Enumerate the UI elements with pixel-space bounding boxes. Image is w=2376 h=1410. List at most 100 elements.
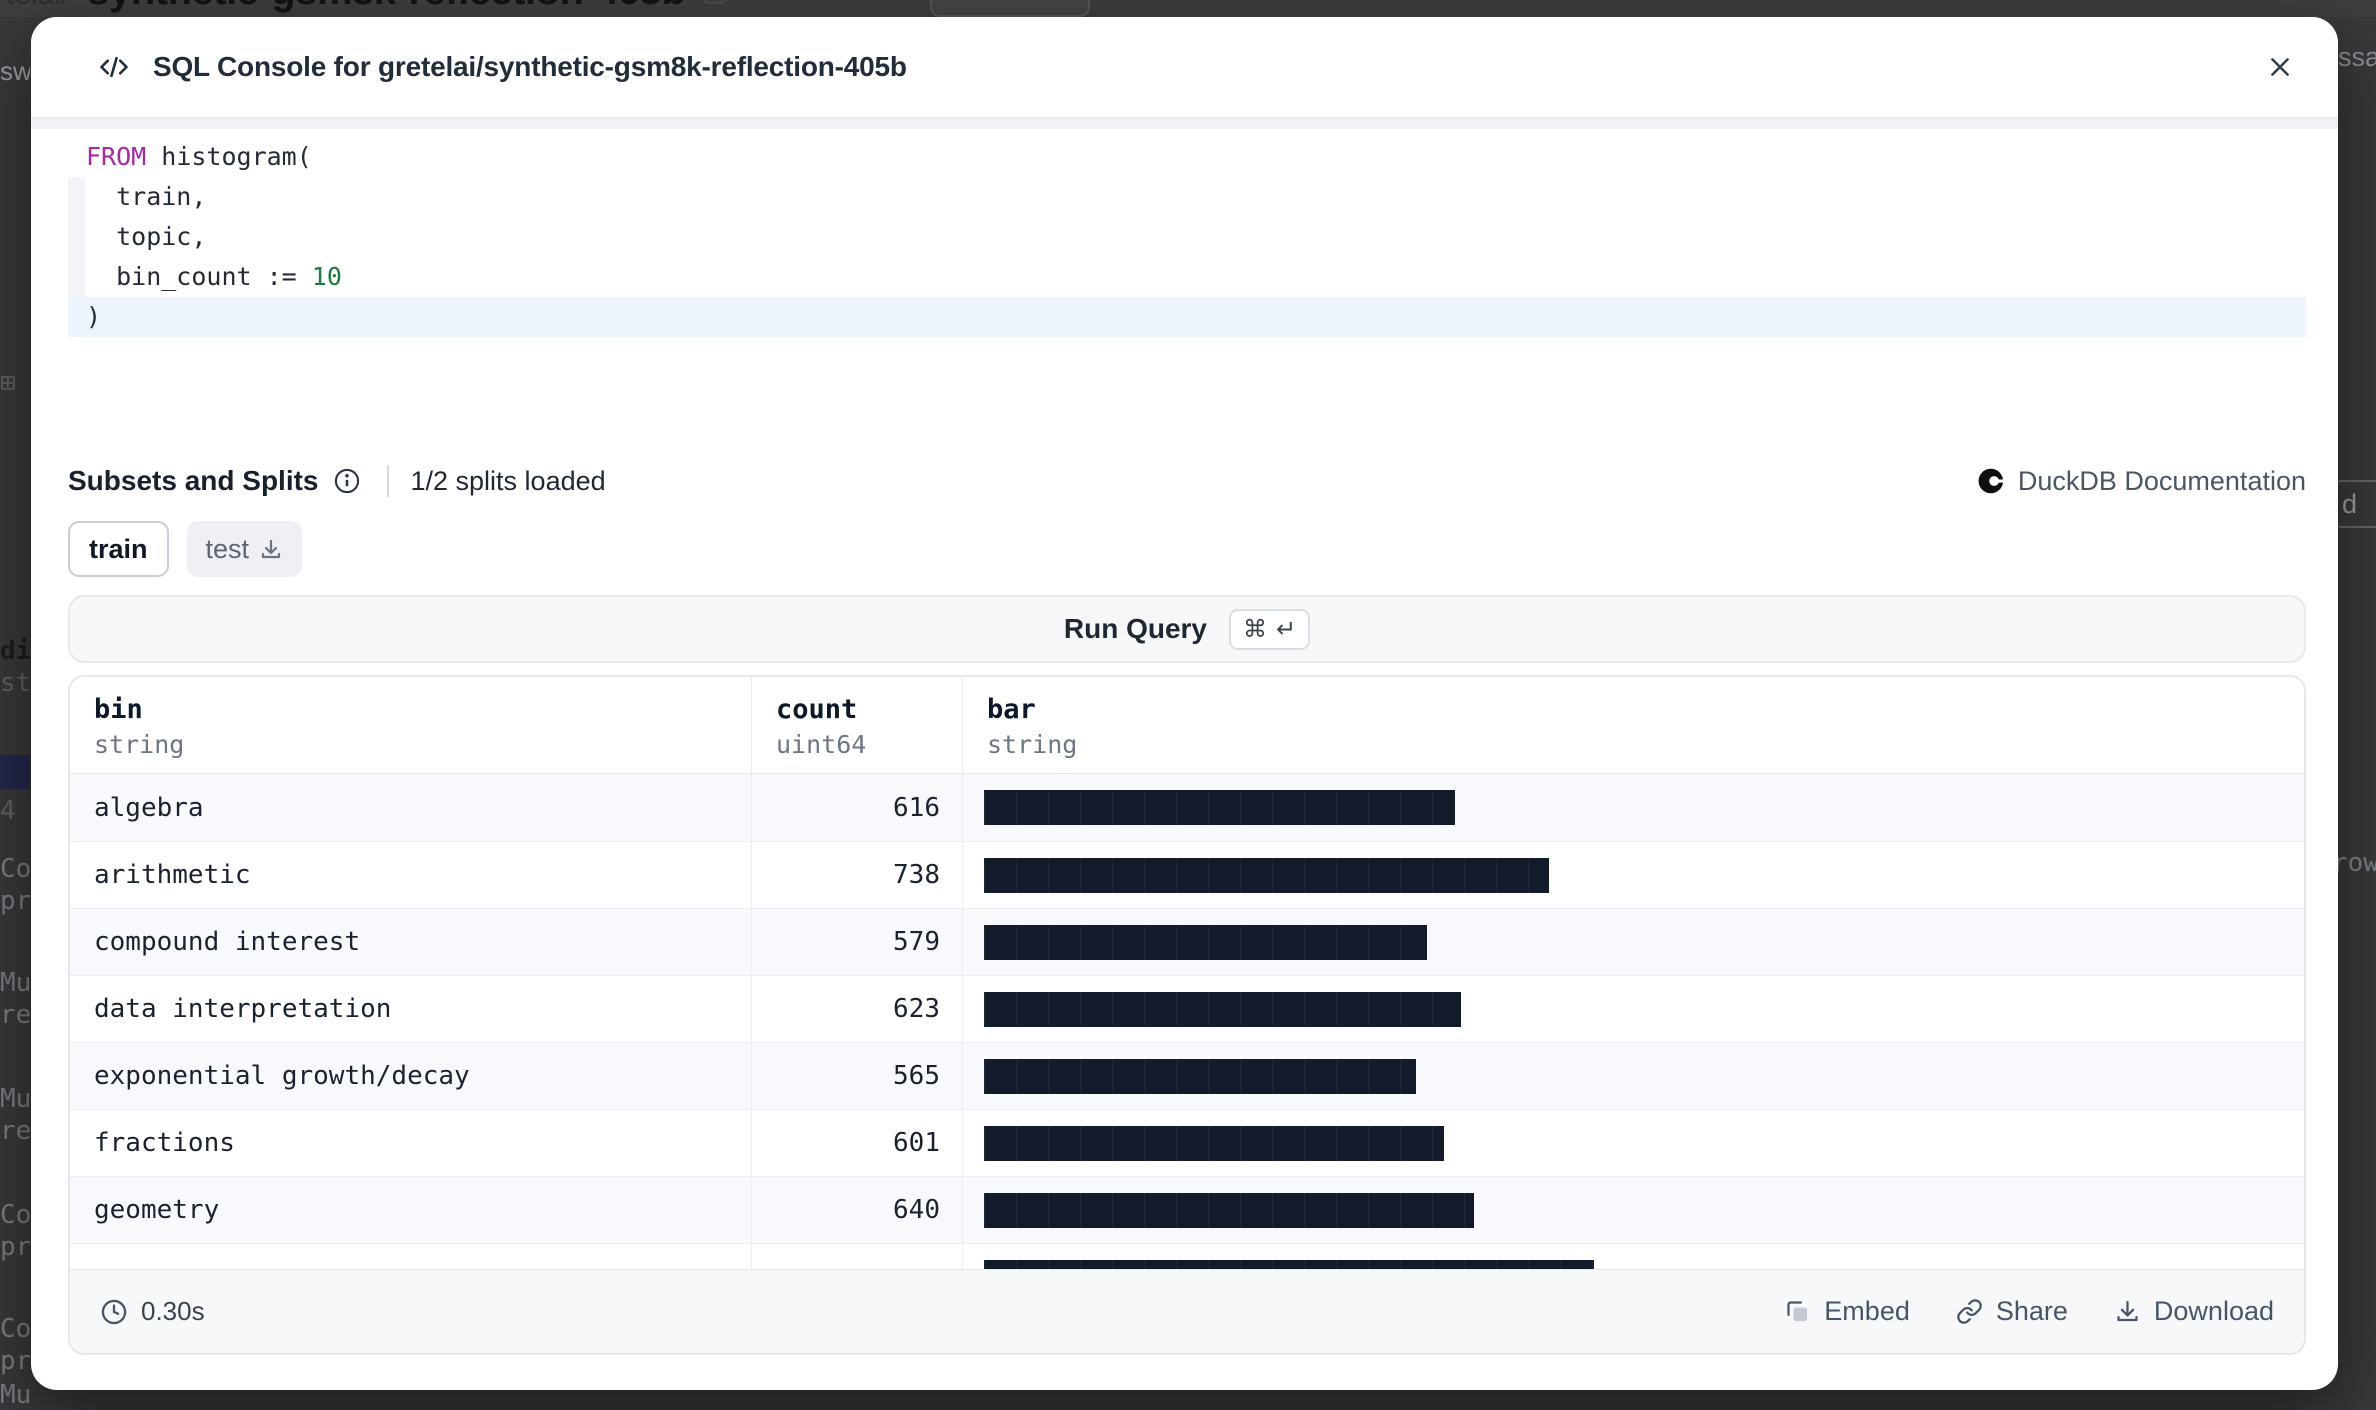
split-train-label: train [89,533,148,564]
split-button-train[interactable]: train [68,521,169,577]
code-line: topic, [68,217,2306,257]
share-label: Share [1995,1296,2068,1326]
background-fragment: ⊞ V [0,368,30,398]
bin-cell: compound interest [70,909,752,975]
column-name: bar [987,694,1036,725]
share-button[interactable]: Share [1956,1296,2068,1327]
duckdb-documentation-link[interactable]: DuckDB Documentation [1978,466,2306,497]
breadcrumb: telai/ [6,0,69,12]
code-line: FROM histogram( [68,137,2306,177]
table-row: fractions 601 [70,1109,2304,1176]
modal-title: SQL Console for gretelai/synthetic-gsm8k… [153,51,907,82]
background-fragment: 4 v [0,796,30,826]
splits-section: Subsets and Splits 1/2 splits loaded Duc… [68,465,2306,577]
header-divider [31,117,2338,129]
column-header-bar: bar string [963,677,2304,773]
column-header-count: count uint64 [752,677,963,773]
download-button[interactable]: Download [2114,1296,2274,1327]
table-row: compound interest 579 [70,908,2304,975]
split-button-test[interactable]: test [186,521,303,577]
column-name: count [776,694,858,725]
bar-cell [963,857,2304,893]
run-query-label: Run Query [1063,613,1208,644]
count-cell: 601 [752,1110,963,1176]
count-cell: 579 [752,909,963,975]
close-icon [2271,58,2289,76]
code-line-active: ) [68,297,2306,337]
bar-cell [963,924,2304,960]
column-type: uint64 [776,730,867,759]
splits-loaded-status: 1/2 splits loaded [410,465,606,496]
query-results-table: bin string count uint64 bar string algeb… [68,675,2306,1355]
enter-key-icon: ↵ [1276,615,1297,643]
keyboard-shortcut-badge: ⌘ ↵ [1229,608,1311,650]
count-cell: 640 [752,1177,963,1243]
background-fragment: req [0,1116,30,1146]
bar-cell [963,1192,2304,1228]
query-duration: 0.30s [100,1296,205,1327]
histogram-bar [984,1125,1444,1161]
background-fragment: row [2332,848,2376,878]
copy-icon [703,0,728,4]
split-test-label: test [205,533,250,564]
download-label: Download [2153,1296,2274,1326]
code-line: bin_count := 10 [68,257,2306,297]
embed-button[interactable]: Embed [1784,1296,1910,1327]
column-type: string [987,730,1078,759]
table-row: algebra 616 [70,774,2304,841]
background-page-header: telai/ synthetic-gsm8k-reflection-405b [0,0,2376,17]
background-fragment: Mul [0,1084,30,1114]
bar-cell [963,1125,2304,1161]
table-row: geometry 640 [70,1176,2304,1243]
background-fragment: Mul [0,1380,30,1410]
duckdb-logo-icon [1978,468,2005,494]
table-row: data interpretation 623 [70,975,2304,1042]
bin-cell: data interpretation [70,976,752,1042]
download-icon [2117,1300,2138,1322]
embed-icon [1787,1301,1808,1322]
code-line: train, [68,177,2306,217]
close-button[interactable] [2258,45,2302,89]
code-icon [100,56,128,78]
histogram-bar [984,790,1455,825]
code-token-plain: train, [86,182,207,211]
background-fragment: pro [0,1346,30,1376]
sql-editor[interactable]: FROM histogram( train, topic, bin_count … [68,129,2306,337]
table-body[interactable]: algebra 616 arithmetic 738 compound interest… [70,774,2304,1310]
background-fragment: sw [0,56,30,86]
background-button-fragment [930,0,1090,17]
column-header-bin: bin string [70,677,752,773]
code-token-number: 10 [311,262,342,291]
code-token-plain: ) [86,302,102,331]
histogram-bar [984,1192,1474,1228]
embed-label: Embed [1824,1296,1910,1326]
sql-console-modal: SQL Console for gretelai/synthetic-gsm8k… [31,17,2338,1390]
background-fragment: Com [0,1200,30,1230]
bin-cell: algebra [70,774,752,841]
download-icon [261,539,281,559]
background-fragment: req [0,1000,30,1030]
background-fragment: pro [0,886,30,916]
background-fragment: dif [0,636,30,666]
table-row: exponential growth/decay 565 [70,1042,2304,1109]
info-icon[interactable] [333,467,361,495]
bin-cell: arithmetic [70,842,752,908]
table-header-row: bin string count uint64 bar string [70,677,2304,774]
bar-cell [963,991,2304,1027]
histogram-bar [984,924,1427,960]
dataset-title-fragment: synthetic-gsm8k-reflection-405b [87,0,686,14]
bin-cell: exponential growth/decay [70,1043,752,1109]
column-name: bin [94,694,143,725]
background-fragment: str [0,668,30,698]
background-row-highlight [0,755,30,789]
footer-actions: Embed Share Download [1784,1296,2274,1327]
bar-cell [963,1058,2304,1094]
splits-heading: Subsets and Splits [68,465,319,496]
bin-cell: fractions [70,1110,752,1176]
background-fragment: Com [0,1314,30,1344]
run-query-button[interactable]: Run Query ⌘ ↵ [68,595,2306,663]
count-cell: 565 [752,1043,963,1109]
histogram-bar [984,991,1461,1027]
vertical-divider [386,465,389,497]
